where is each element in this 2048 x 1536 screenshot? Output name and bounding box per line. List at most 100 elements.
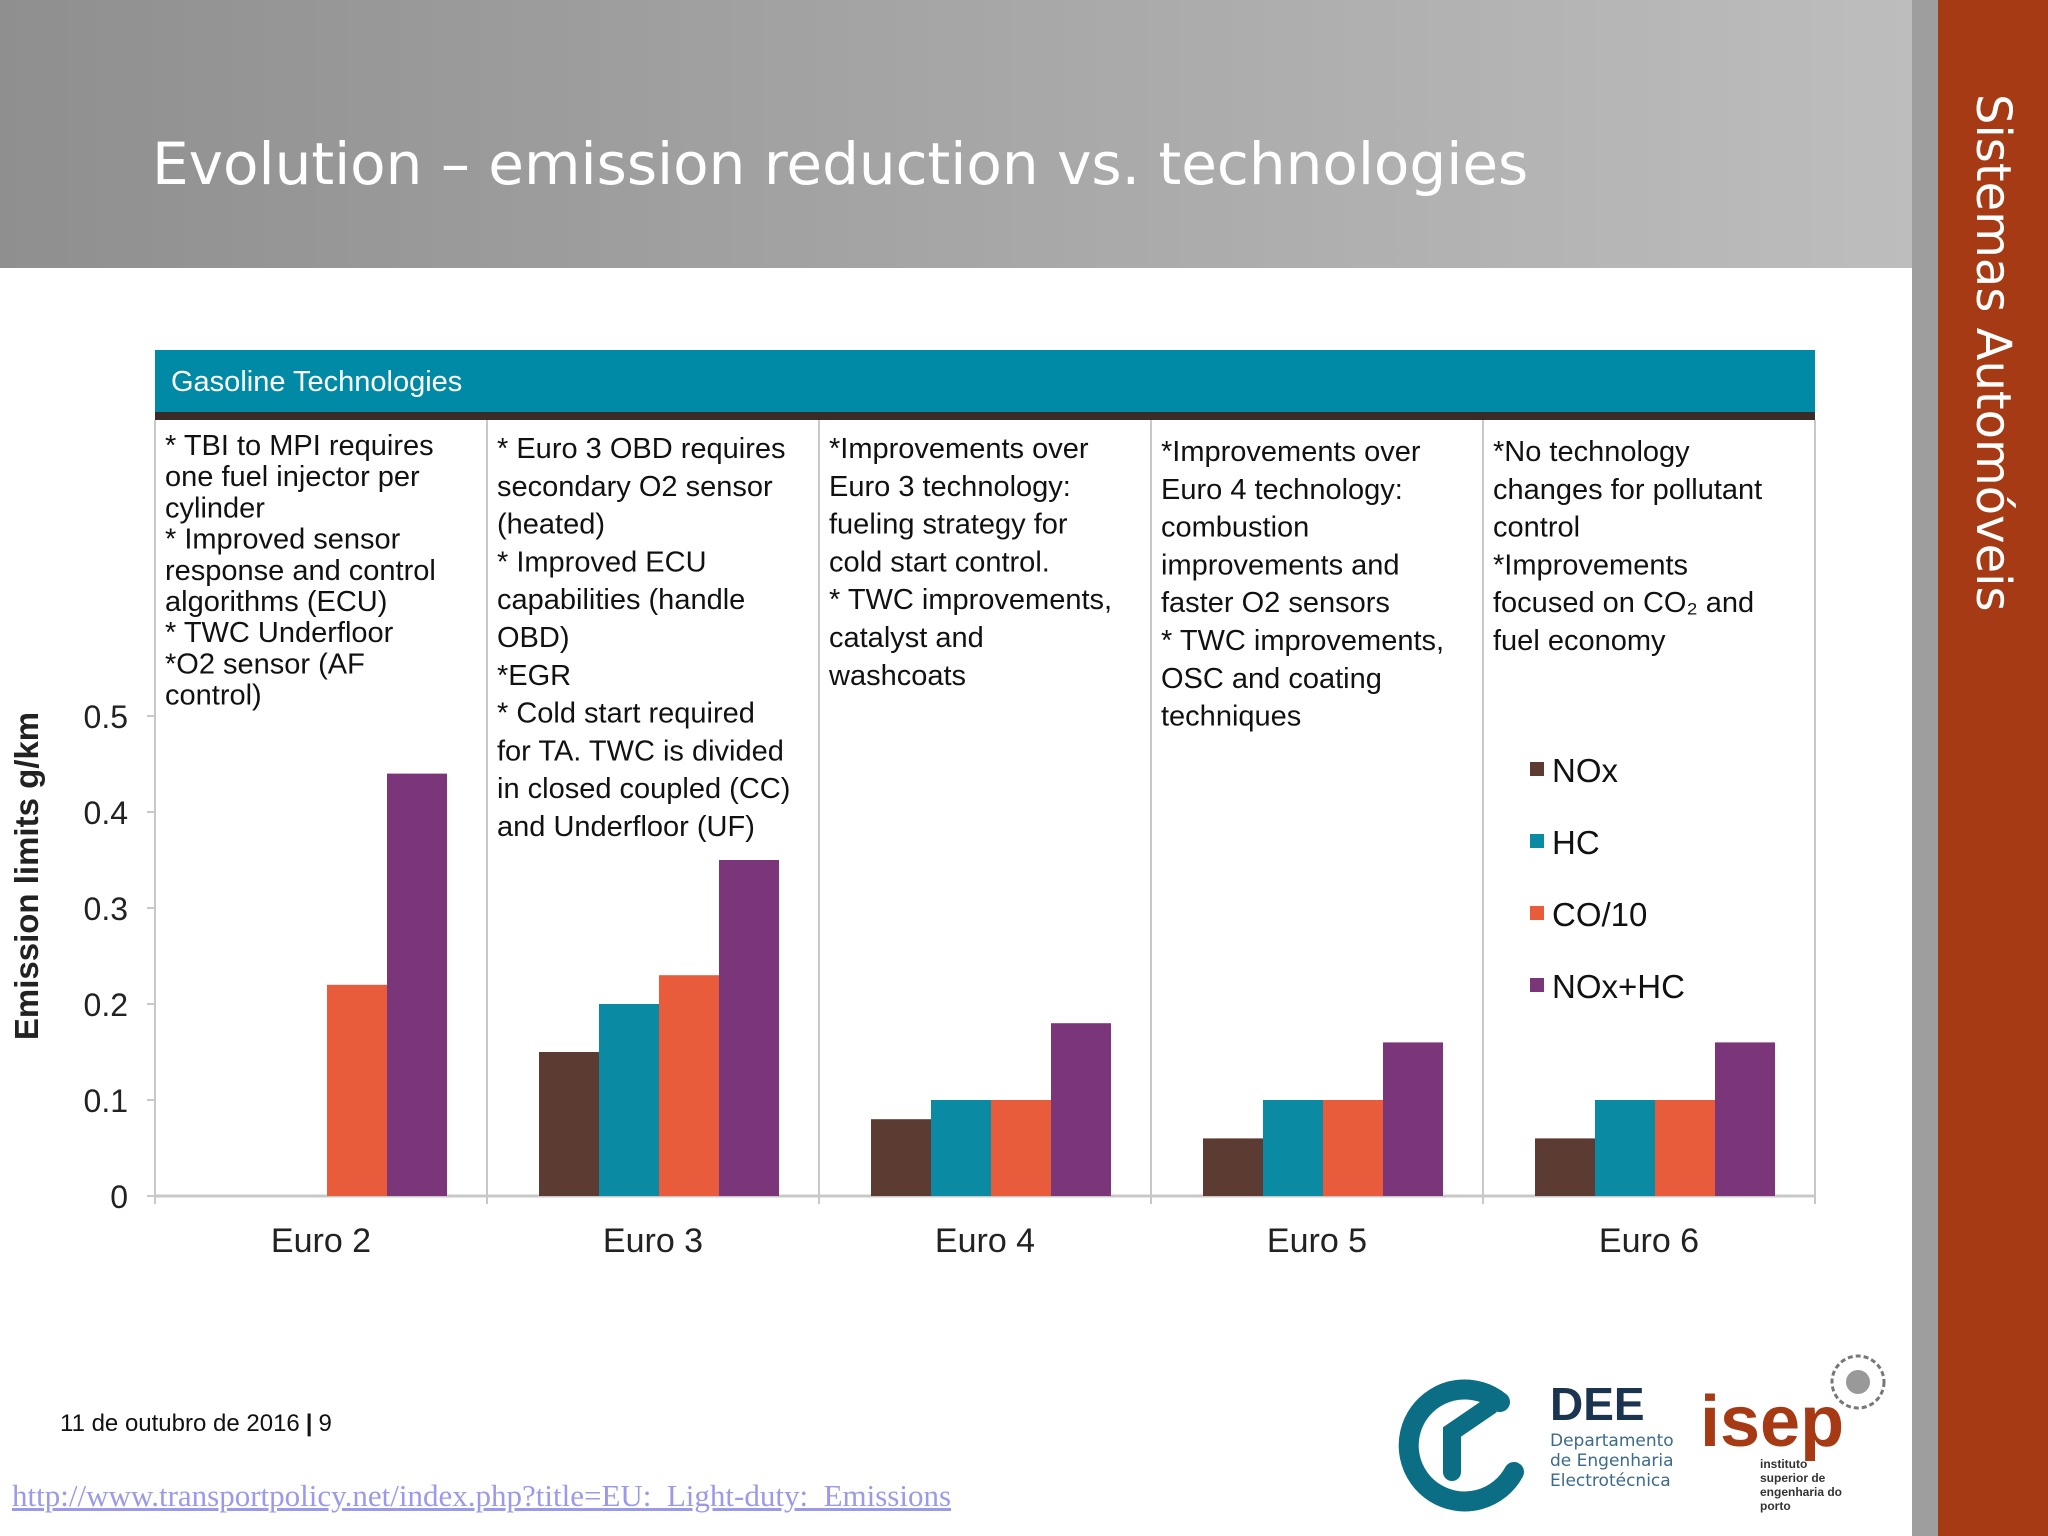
slide-title: Evolution – emission reduction vs. techn…	[152, 130, 1529, 198]
annotation-line: changes for pollutant	[1493, 474, 1762, 506]
bar-co-10	[991, 1100, 1051, 1196]
y-axis-label: Emission limits g/km	[8, 712, 45, 1040]
bar-co-10	[327, 984, 387, 1196]
chart-banner-label: Gasoline Technologies	[171, 366, 462, 398]
legend-label: NOx+HC	[1552, 968, 1685, 1005]
y-tick-label: 0	[110, 1179, 128, 1215]
footer-date: 11 de outubro de 2016	[60, 1410, 300, 1437]
annotation-line: control	[1493, 512, 1580, 544]
annotation-line: and Underfloor (UF)	[497, 811, 755, 843]
dee-logo-name: DEE	[1550, 1378, 1645, 1430]
annotation-line: for TA. TWC is divided	[497, 735, 784, 767]
isep-logo-line1: instituto	[1760, 1457, 1807, 1471]
bar-hc	[931, 1100, 991, 1196]
annotation-line: *Improvements over	[1161, 436, 1421, 468]
y-tick-label: 0.2	[84, 987, 128, 1023]
bar-nox	[539, 1052, 599, 1196]
annotation-line: * TWC improvements,	[1161, 625, 1444, 657]
annotation-line: washcoats	[828, 660, 966, 692]
chart-banner-rule	[155, 412, 1815, 420]
dee-logo-line1: Departamento	[1550, 1431, 1674, 1451]
source-link[interactable]: http://www.transportpolicy.net/index.php…	[12, 1478, 952, 1513]
dee-logo-line2: de Engenharia	[1550, 1451, 1674, 1471]
bar-nox	[871, 1119, 931, 1196]
annotation-line: faster O2 sensors	[1161, 587, 1390, 619]
annotation-line: * TBI to MPI requires	[165, 430, 434, 462]
annotation-line: response and control	[165, 555, 436, 587]
annotation-line: combustion	[1161, 512, 1309, 544]
legend-swatch	[1530, 834, 1544, 848]
bar-nox-hc	[1383, 1042, 1443, 1196]
legend-label: HC	[1552, 824, 1600, 861]
annotation-line: one fuel injector per	[165, 461, 420, 493]
bar-hc	[1263, 1100, 1323, 1196]
header-bar	[0, 0, 1912, 268]
annotation-line: * Improved ECU	[497, 546, 707, 578]
annotation-line: OSC and coating	[1161, 663, 1382, 695]
annotation-line: in closed coupled (CC)	[497, 773, 790, 805]
annotation-line: * Cold start required	[497, 698, 755, 730]
y-tick-label: 0.4	[84, 795, 128, 831]
annotation-line: *EGR	[497, 660, 571, 692]
bar-co-10	[1655, 1100, 1715, 1196]
dee-logo: DEE Departamento de Engenharia Electroté…	[1398, 1378, 1674, 1512]
sidebar-divider	[1912, 0, 1938, 1536]
bar-nox	[1203, 1138, 1263, 1196]
annotation-line: cylinder	[165, 492, 265, 524]
y-tick-label: 0.1	[84, 1083, 128, 1119]
annotation-line: * TWC improvements,	[829, 584, 1112, 616]
x-tick-label: Euro 2	[271, 1222, 371, 1260]
annotation-line: improvements and	[1161, 549, 1400, 581]
bar-hc	[599, 1004, 659, 1196]
bar-nox	[1535, 1138, 1595, 1196]
legend-swatch	[1530, 906, 1544, 920]
y-tick-label: 0.5	[84, 699, 128, 735]
legend-swatch	[1530, 762, 1544, 776]
annotation-line: *Improvements	[1493, 549, 1688, 581]
side-band	[1938, 0, 2048, 1536]
annotation-line: control)	[165, 680, 262, 712]
footer-separator: |	[305, 1410, 313, 1437]
dee-logo-line3: Electrotécnica	[1550, 1471, 1671, 1491]
footer: 11 de outubro de 2016 | 9	[60, 1410, 332, 1438]
chart-banner	[155, 350, 1815, 414]
annotation-line: *Improvements over	[829, 433, 1089, 465]
isep-crest-core	[1846, 1370, 1870, 1394]
annotation-line: focused on CO₂ and	[1493, 587, 1754, 619]
annotation-line: techniques	[1161, 701, 1301, 733]
page-number: 9	[318, 1410, 332, 1437]
bar-nox-hc	[387, 773, 447, 1196]
legend-label: NOx	[1552, 752, 1619, 789]
bar-nox-hc	[719, 860, 779, 1196]
isep-logo-line2: superior de	[1760, 1471, 1826, 1485]
isep-crest-icon	[1830, 1354, 1886, 1410]
annotation-line: Euro 3 technology:	[829, 471, 1071, 503]
annotation-line: capabilities (handle	[497, 584, 745, 616]
isep-logo-line3: engenharia do	[1760, 1485, 1842, 1499]
annotation-line: secondary O2 sensor	[497, 471, 773, 503]
x-tick-label: Euro 4	[935, 1222, 1035, 1260]
x-tick-label: Euro 3	[603, 1222, 703, 1260]
bar-nox-hc	[1715, 1042, 1775, 1196]
bar-co-10	[659, 975, 719, 1196]
dee-logo-ring	[1398, 1379, 1524, 1512]
bar-nox-hc	[1051, 1023, 1111, 1196]
annotation-line: algorithms (ECU)	[165, 586, 387, 618]
x-tick-label: Euro 6	[1599, 1222, 1699, 1260]
annotation-line: fueling strategy for	[829, 509, 1068, 541]
annotation-line: *No technology	[1493, 436, 1690, 468]
dee-logo-mark	[1443, 1397, 1499, 1481]
emission-chart: Gasoline Technologies 0 0.1 0.2 0.3 0.4 0.5 Emi…	[8, 350, 1816, 1260]
annotation-line: Euro 4 technology:	[1161, 474, 1403, 506]
isep-logo: isep instituto superior de engenharia do…	[1700, 1354, 1886, 1513]
legend-swatch	[1530, 978, 1544, 992]
isep-logo-line4: porto	[1760, 1499, 1791, 1513]
annotation-line: catalyst and	[829, 622, 984, 654]
annotation-line: * Improved sensor	[165, 524, 401, 556]
annotation-line: OBD)	[497, 622, 570, 654]
bar-co-10	[1323, 1100, 1383, 1196]
annotation-line: fuel economy	[1493, 625, 1666, 657]
side-label: Sistemas Automóveis	[1965, 94, 2021, 612]
annotation-line: * TWC Underfloor	[165, 617, 394, 649]
annotation-line: *O2 sensor (AF	[165, 648, 365, 680]
